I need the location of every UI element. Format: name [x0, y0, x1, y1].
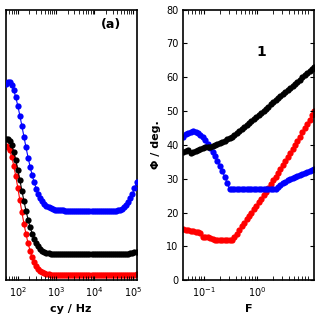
X-axis label: cy / Hz: cy / Hz	[50, 304, 92, 315]
Text: (a): (a)	[100, 18, 121, 31]
Text: 1: 1	[257, 44, 267, 59]
X-axis label: F: F	[245, 304, 253, 315]
Y-axis label: Φ / deg.: Φ / deg.	[151, 121, 161, 169]
